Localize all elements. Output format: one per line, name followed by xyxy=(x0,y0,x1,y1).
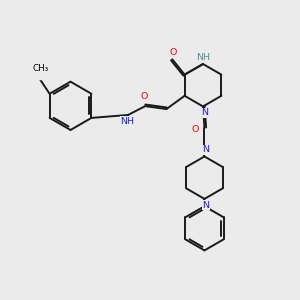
Text: CH₃: CH₃ xyxy=(32,64,48,73)
Text: N: N xyxy=(202,146,209,154)
Text: N: N xyxy=(201,108,208,117)
Text: O: O xyxy=(191,124,199,134)
Text: O: O xyxy=(169,48,177,57)
Text: O: O xyxy=(140,92,147,101)
Text: NH: NH xyxy=(196,53,210,62)
Text: N: N xyxy=(202,201,209,210)
Text: NH: NH xyxy=(121,117,134,126)
